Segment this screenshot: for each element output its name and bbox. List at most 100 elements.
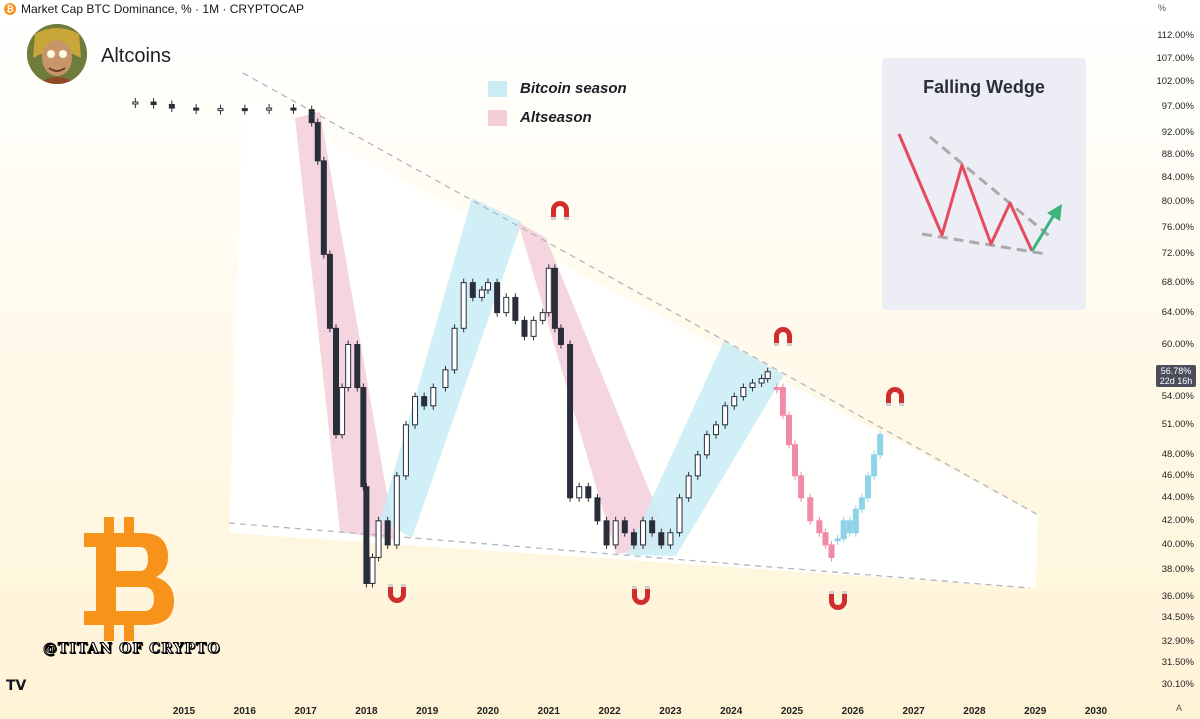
candle — [469, 282, 476, 298]
avatar-icon — [27, 24, 87, 84]
candle — [345, 344, 352, 389]
candle — [865, 475, 871, 499]
candle — [530, 319, 537, 337]
y-tick-label: 60.00% — [1161, 338, 1194, 350]
candle — [621, 520, 628, 534]
candle — [713, 424, 719, 436]
magnet-body — [388, 587, 406, 603]
candle — [333, 327, 339, 436]
candle — [460, 282, 467, 329]
candle — [764, 371, 771, 380]
candle — [521, 319, 528, 337]
candle — [557, 327, 564, 346]
candle — [649, 520, 656, 534]
candle — [308, 109, 315, 124]
y-tick-label: 97.00% — [1161, 101, 1194, 113]
candle — [512, 296, 519, 321]
candle — [430, 387, 437, 407]
x-tick-label: 2030 — [1084, 706, 1108, 717]
candle — [485, 282, 491, 291]
candle — [451, 327, 458, 371]
y-tick-label: 80.00% — [1161, 196, 1194, 208]
candle — [576, 486, 583, 499]
y-tick-label: 42.00% — [1161, 514, 1194, 526]
candle — [731, 396, 738, 407]
tradingview-logo-icon: TV — [6, 678, 27, 694]
brand-name: Altcoins — [101, 45, 172, 67]
candle — [339, 387, 346, 436]
x-tick-label: 2016 — [233, 706, 256, 717]
candle — [551, 267, 558, 329]
candle — [858, 497, 865, 510]
candle — [676, 497, 683, 534]
legend-swatch — [488, 109, 507, 126]
wedge-trendlines — [228, 72, 1041, 589]
candle — [828, 544, 835, 558]
axis-unit: % — [1158, 3, 1167, 13]
candle — [241, 108, 248, 112]
magnet-tip — [842, 591, 847, 594]
x-tick-label: 2020 — [476, 706, 500, 717]
candle — [612, 520, 619, 546]
x-tick-label: 2015 — [172, 706, 196, 717]
legend-label: Bitcoin season — [520, 80, 627, 97]
y-tick-label: 76.00% — [1161, 221, 1194, 233]
y-tick-label: 92.00% — [1161, 127, 1194, 139]
y-tick-label: 112.00% — [1157, 30, 1194, 41]
candle — [749, 382, 756, 389]
bitcoin-logo-icon — [70, 515, 180, 648]
auto-scale-button[interactable]: A — [1176, 703, 1183, 713]
legend-item-altseason: Altseason — [488, 103, 627, 132]
x-tick-label: 2025 — [780, 706, 804, 717]
magnet-tip — [787, 343, 792, 346]
magnets — [388, 201, 904, 610]
candle — [846, 520, 853, 534]
candle — [871, 454, 878, 477]
falling-wedge-diagram-icon — [897, 133, 1062, 256]
candle — [694, 454, 701, 477]
falling-wedge-card: Falling Wedge — [882, 58, 1086, 310]
y-tick-label: 40.00% — [1161, 538, 1194, 550]
candle — [703, 434, 710, 456]
candle — [807, 497, 814, 522]
x-tick-label: 2018 — [355, 706, 378, 717]
y-tick-label: 84.00% — [1161, 172, 1194, 184]
watermark-handle: @TITAN OF CRYPTO — [43, 641, 221, 658]
x-tick-label: 2028 — [963, 706, 986, 717]
x-tick-label: 2019 — [416, 706, 439, 717]
x-tick-label: 2024 — [720, 706, 743, 717]
y-tick-label: 32.90% — [1161, 635, 1194, 647]
magnet-tip — [774, 343, 779, 346]
candle — [375, 520, 382, 558]
candle — [779, 387, 786, 416]
candle — [877, 434, 884, 456]
y-tick-label: 64.00% — [1161, 306, 1194, 318]
candle — [360, 387, 367, 488]
magnet-tip — [564, 217, 569, 220]
candle — [722, 405, 729, 426]
candle — [494, 282, 501, 314]
altseason-band — [295, 112, 395, 540]
candle — [402, 424, 409, 477]
candle — [685, 475, 692, 499]
current-countdown: 22d 16h — [1159, 376, 1193, 386]
x-tick-label: 2017 — [294, 706, 317, 717]
magnet-tip — [632, 586, 637, 589]
candle — [816, 520, 823, 534]
candle — [585, 486, 592, 499]
magnet-icon — [829, 591, 847, 610]
magnet-body — [829, 594, 847, 610]
x-tick-label: 2027 — [902, 706, 925, 717]
candle — [369, 556, 376, 584]
chart-header: ₿ Market Cap BTC Dominance, % · 1M · CRY… — [0, 0, 304, 18]
candle — [217, 108, 224, 112]
y-tick-label: 48.00% — [1161, 448, 1194, 460]
candle — [503, 296, 510, 314]
candle — [150, 101, 157, 106]
y-tick-label: 88.00% — [1161, 149, 1194, 161]
y-tick-label: 107.00% — [1156, 52, 1194, 64]
legend-label: Altseason — [520, 109, 592, 126]
y-tick-label: 36.00% — [1161, 591, 1194, 602]
y-tick-label: 54.00% — [1161, 390, 1194, 402]
